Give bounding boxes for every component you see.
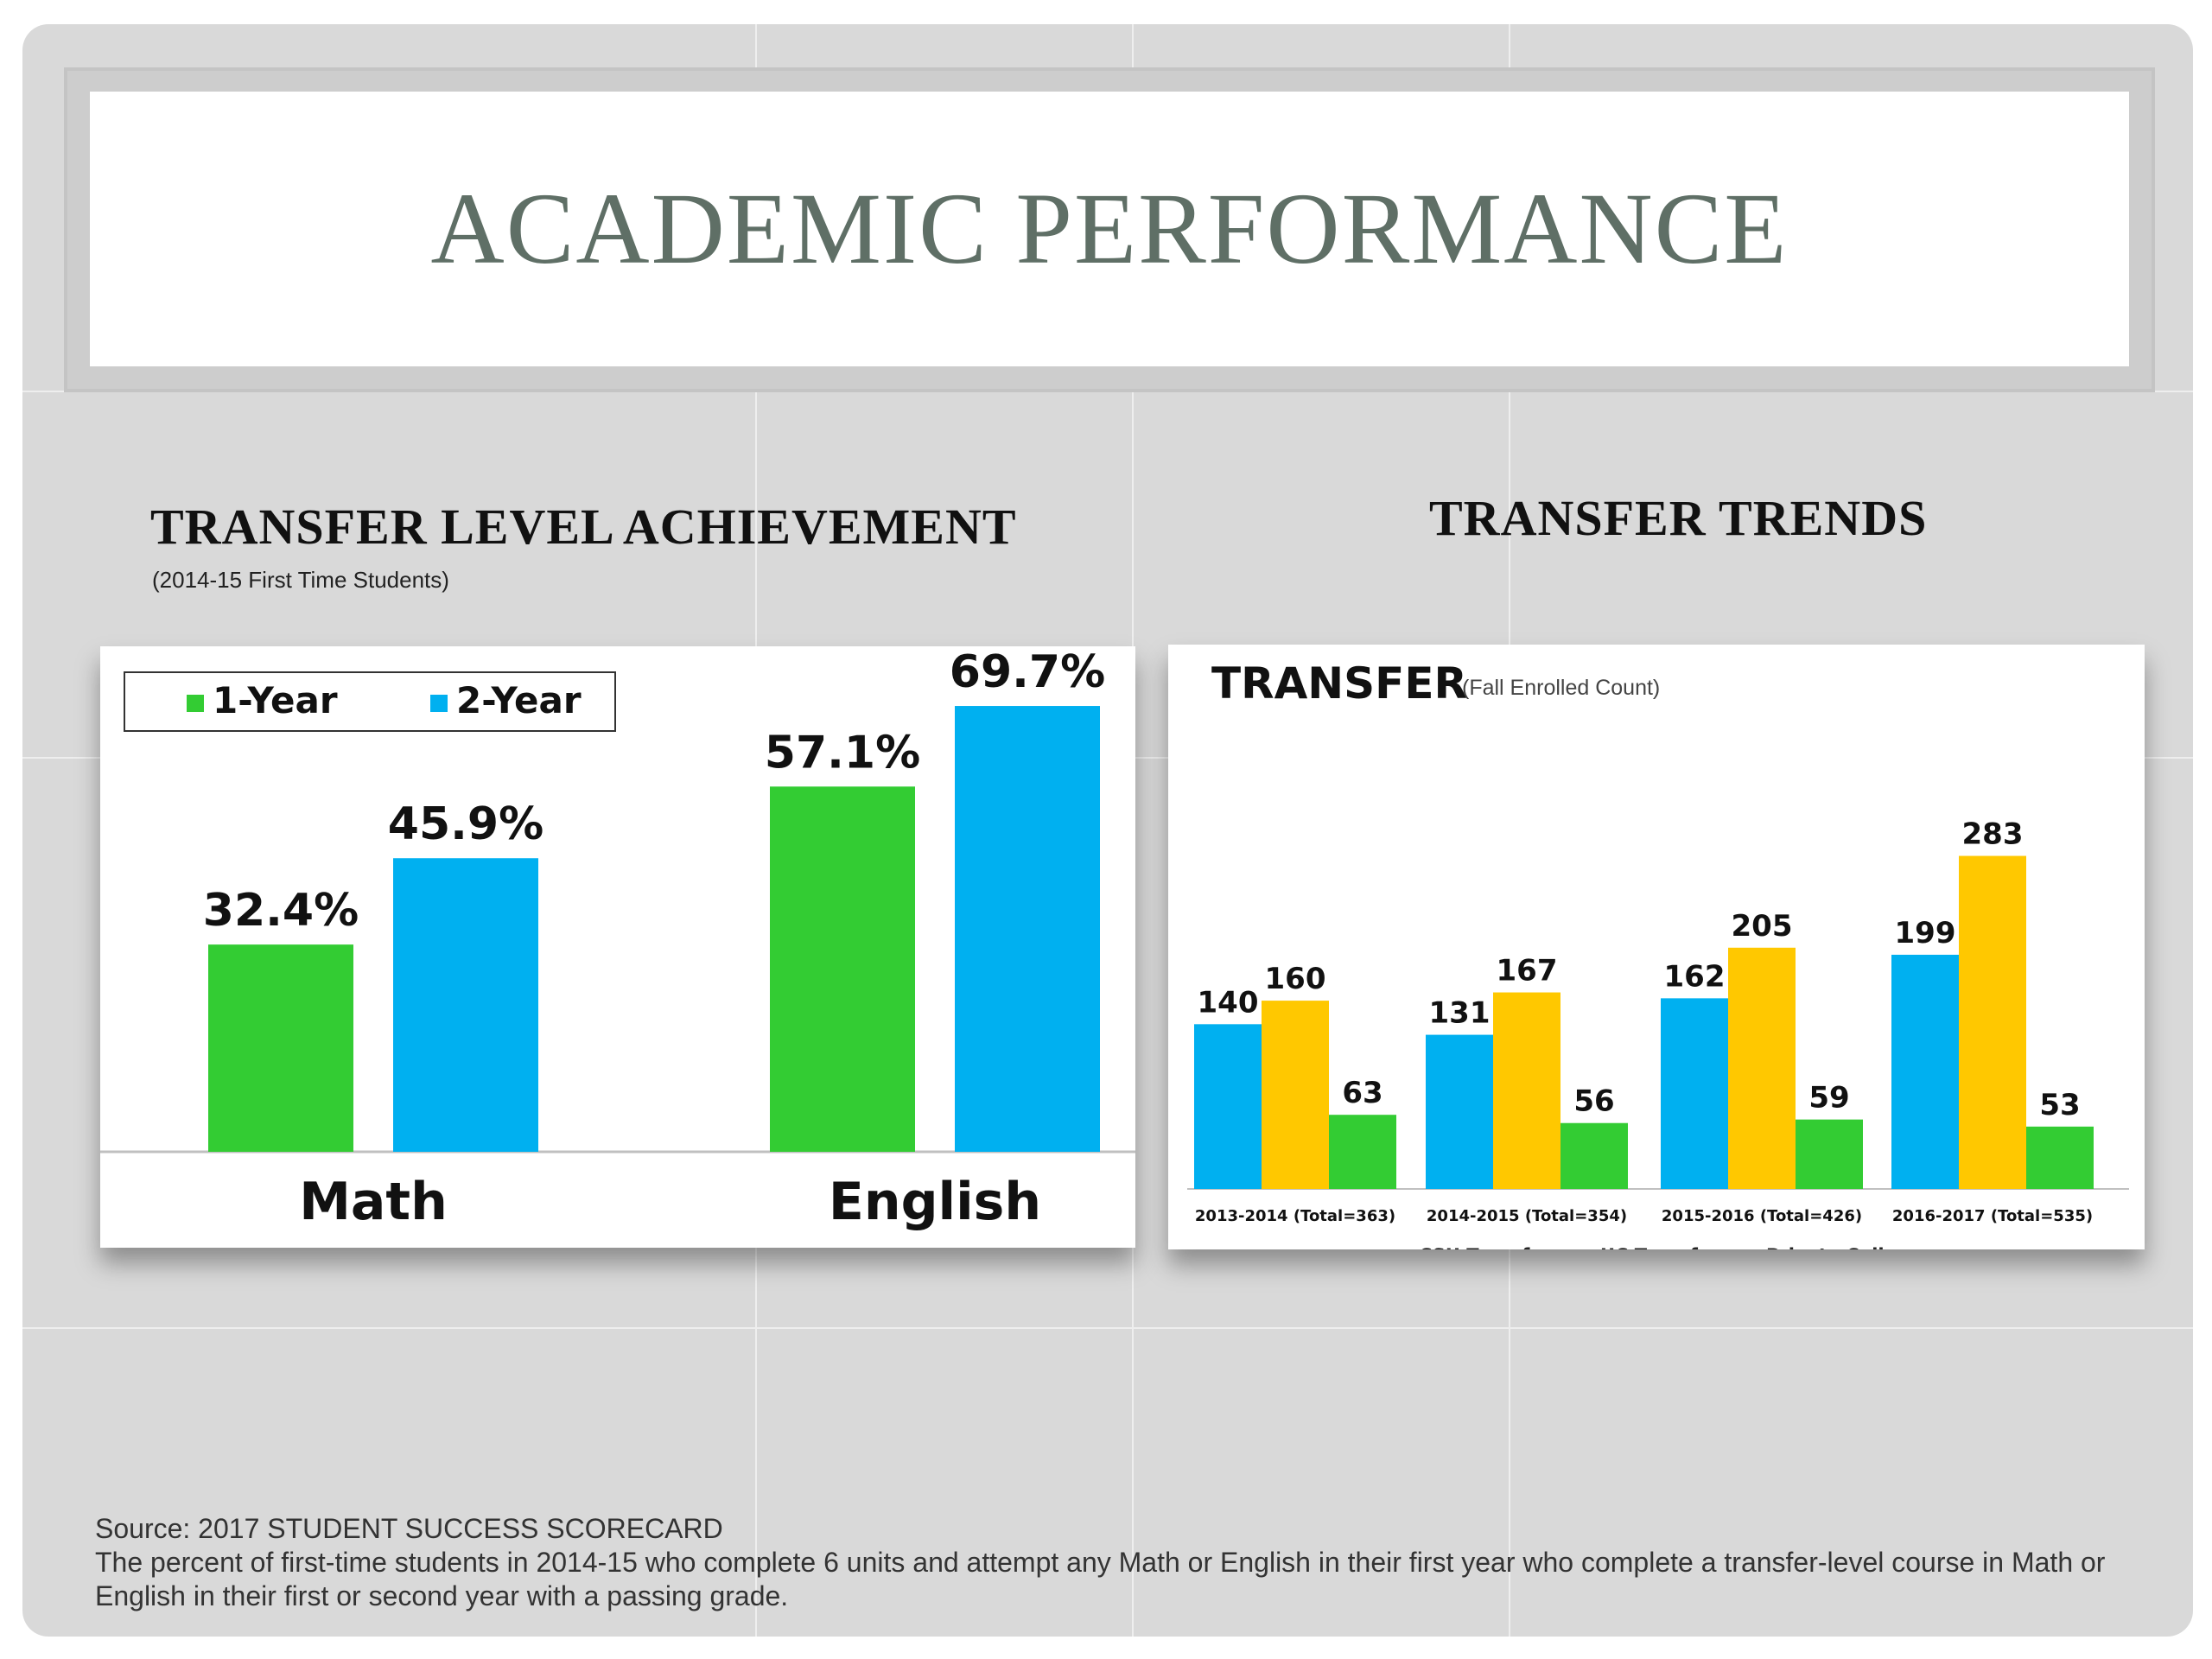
title-box: ACADEMIC PERFORMANCE (90, 92, 2129, 366)
footnote: The percent of first-time students in 20… (95, 1547, 2106, 1611)
data-label: 199 (1895, 916, 1956, 950)
data-label: 283 (1962, 817, 2024, 852)
bar-csu-transfer (1661, 998, 1728, 1189)
title-frame: ACADEMIC PERFORMANCE (64, 67, 2155, 392)
right-heading: TRANSFER TRENDS (1429, 490, 1928, 546)
bar-1-year-english (770, 786, 915, 1152)
legend-label: 2-Year (456, 679, 582, 721)
legend-label: UC Transfer (1600, 1245, 1719, 1249)
data-label: 131 (1429, 996, 1491, 1031)
left-heading: TRANSFER LEVEL ACHIEVEMENT (150, 499, 1017, 555)
legend-label: Private Colleges (1766, 1245, 1933, 1249)
achievement-chart-panel: 32.4% 45.9% Math 57.1% 69.7% English 1-Year 2-Y… (100, 646, 1135, 1248)
achievement-chart: 32.4% 45.9% Math 57.1% 69.7% English 1-Year 2-Y… (100, 646, 1135, 1232)
legend-swatch (187, 695, 204, 712)
bar-2-year-english (955, 706, 1100, 1152)
slide-title: ACADEMIC PERFORMANCE (430, 172, 1789, 285)
data-label: 162 (1664, 959, 1726, 994)
bar-private-colleges (1560, 1122, 1628, 1189)
slide: ACADEMIC PERFORMANCE TRANSFER LEVEL ACHI… (22, 24, 2193, 1637)
data-label: 160 (1265, 962, 1326, 996)
bar-csu-transfer (1426, 1034, 1493, 1189)
data-label: 32.4% (203, 885, 359, 937)
category-label: 2014-2015 (Total=354) (1427, 1207, 1627, 1225)
bar-uc-transfer (1728, 947, 1796, 1189)
data-label: 45.9% (388, 798, 543, 850)
bar-uc-transfer (1262, 1001, 1329, 1189)
bar-csu-transfer (1891, 954, 1959, 1189)
source-block: Source: 2017 STUDENT SUCCESS SCORECARD T… (95, 1512, 2169, 1613)
data-label: 63 (1342, 1076, 1382, 1110)
legend-box (124, 671, 616, 732)
legend-label: CSU Transfer (1419, 1245, 1552, 1249)
legend-swatch (430, 695, 448, 712)
data-label: 167 (1497, 954, 1558, 988)
data-label: 205 (1732, 909, 1793, 944)
chart-title: TRANSFER (1211, 658, 1467, 709)
category-label: English (829, 1172, 1041, 1232)
data-label: 69.7% (950, 646, 1105, 698)
category-label: 2013-2014 (Total=363) (1195, 1207, 1395, 1225)
bar-1-year-math (208, 944, 353, 1152)
bar-2-year-math (393, 858, 538, 1152)
legend-label: 1-Year (213, 679, 338, 721)
background-grid-line (22, 1327, 2193, 1329)
transfer-chart-panel: TRANSFER (Fall Enrolled Count) 140 160 63 201… (1168, 645, 2145, 1249)
source-line: Source: 2017 STUDENT SUCCESS SCORECARD (95, 1513, 723, 1544)
category-label: Math (299, 1172, 448, 1232)
category-label: 2015-2016 (Total=426) (1662, 1207, 1862, 1225)
bar-private-colleges (2026, 1126, 2094, 1189)
data-label: 56 (1573, 1084, 1614, 1119)
bar-uc-transfer (1493, 992, 1560, 1189)
bar-csu-transfer (1194, 1024, 1262, 1189)
data-label: 59 (1808, 1081, 1849, 1116)
data-label: 57.1% (765, 727, 920, 779)
left-subheading: (2014-15 First Time Students) (152, 567, 449, 593)
bar-private-colleges (1796, 1119, 1863, 1189)
bar-private-colleges (1329, 1115, 1396, 1189)
chart-subtitle: (Fall Enrolled Count) (1462, 676, 1660, 700)
data-label: 53 (2039, 1088, 2080, 1122)
bar-uc-transfer (1959, 855, 2026, 1189)
category-label: 2016-2017 (Total=535) (1892, 1207, 2093, 1225)
data-label: 140 (1198, 985, 1259, 1020)
